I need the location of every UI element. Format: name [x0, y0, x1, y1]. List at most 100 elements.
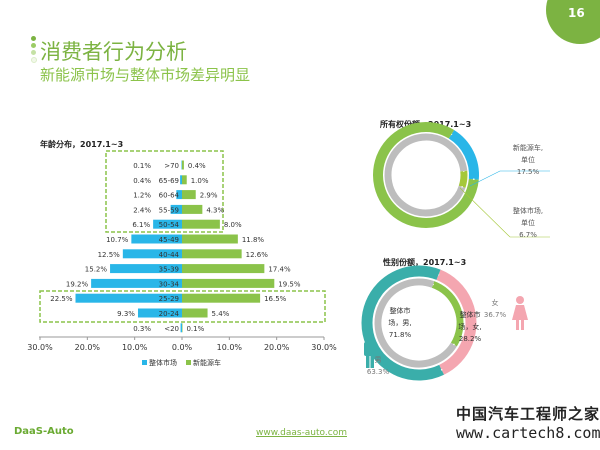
bar-overall [122, 249, 182, 259]
bar-new-energy [182, 190, 196, 200]
female-icon-dress [512, 305, 528, 320]
age-category-label: 40-44 [159, 251, 180, 259]
male-icon-leg [370, 355, 374, 368]
ownership-annotation: 单位 [521, 218, 535, 227]
data-label-overall: 12.5% [98, 251, 121, 259]
age-category-label: <20 [164, 325, 179, 333]
male-icon-leg [366, 355, 370, 368]
male-icon-body [364, 342, 376, 356]
age-category-label: 20-24 [159, 310, 180, 318]
ownership-annotation: 6.7% [519, 231, 537, 239]
age-category-label: 55-59 [159, 206, 179, 214]
gender-annotation: 71.8% [389, 331, 412, 339]
data-label-overall: 9.3% [117, 310, 135, 318]
bar-overall [153, 219, 182, 229]
bar-new-energy [182, 293, 261, 303]
legend-label-new-energy: 新能源车 [193, 358, 221, 367]
female-icon-leg [521, 319, 524, 330]
gender-annotation: 63.3% [367, 368, 390, 376]
ownership-outer-separator [473, 178, 475, 180]
bar-overall [91, 278, 182, 288]
gender-inner-separator [453, 343, 455, 346]
highlight-box-older [105, 150, 224, 233]
data-label-overall: 22.5% [50, 295, 73, 303]
x-tick-label: 30.0% [311, 343, 337, 352]
female-icon [512, 296, 528, 330]
bar-new-energy [182, 264, 265, 274]
page-subtitle: 新能源市场与整体市场差异明显 [40, 66, 251, 84]
bar-overall [75, 293, 182, 303]
bar-overall [180, 175, 182, 185]
data-label-new-energy: 4.3% [206, 206, 224, 214]
ownership-outer-slice [373, 122, 479, 228]
gender-annotation: 整体市 [390, 306, 411, 315]
page-number: 16 [568, 6, 585, 20]
bar-new-energy [182, 234, 238, 244]
bar-new-energy [182, 175, 187, 185]
male-icon-head [366, 333, 374, 341]
ownership-annotation: 整体市场, [513, 206, 543, 215]
watermark-text: 中国汽车工程师之家 [456, 405, 600, 423]
gender-annotation: 36.7% [484, 311, 507, 319]
data-label-new-energy: 12.6% [246, 251, 269, 259]
age-category-label: >70 [164, 162, 179, 170]
male-icon [364, 333, 376, 368]
data-label-overall: 10.7% [106, 236, 129, 244]
ownership-inner-slice [384, 133, 468, 217]
bar-overall [110, 264, 182, 274]
data-label-new-energy: 0.1% [186, 325, 204, 333]
bar-new-energy [182, 204, 203, 214]
bar-overall [176, 190, 182, 200]
gender-annotation: 场，女, [458, 322, 481, 331]
data-label-new-energy: 0.4% [188, 162, 206, 170]
bar-new-energy [182, 278, 275, 288]
data-label-overall: 1.2% [133, 192, 151, 200]
gender-inner-slice [374, 278, 464, 368]
age-category-label: 45-49 [159, 236, 179, 244]
data-label-overall: 6.1% [132, 221, 150, 229]
bullet-dot [31, 36, 36, 41]
x-tick-label: 10.0% [122, 343, 148, 352]
gender-outer-slice [361, 265, 477, 381]
x-tick-label: 30.0% [27, 343, 53, 352]
age-category-label: 50-54 [159, 221, 180, 229]
legend-swatch-overall [142, 360, 147, 365]
leader-line [459, 187, 550, 238]
data-label-new-energy: 19.5% [278, 280, 301, 288]
x-tick-label: 20.0% [264, 343, 290, 352]
bar-new-energy [182, 219, 220, 229]
bar-new-energy [182, 160, 184, 170]
data-label-overall: 0.3% [133, 325, 151, 333]
age-category-label: 35-39 [159, 266, 179, 274]
ownership-annotation: 单位 [521, 155, 535, 164]
age-category-label: 30-34 [159, 280, 180, 288]
data-label-new-energy: 16.5% [264, 295, 287, 303]
data-label-overall: 2.4% [133, 206, 151, 214]
website-link[interactable]: www.daas-auto.com [256, 428, 347, 438]
gender-chart-title: 性别份额，2017.1~3 [383, 257, 466, 267]
age-chart-title: 年龄分布，2017.1~3 [40, 139, 123, 149]
data-label-overall: 19.2% [66, 280, 89, 288]
x-tick-label: 20.0% [75, 343, 101, 352]
x-tick-label: 0.0% [172, 343, 193, 352]
ownership-inner-separator [461, 186, 463, 188]
data-label-new-energy: 17.4% [268, 266, 291, 274]
female-icon-head [516, 296, 524, 304]
bullet-dot [31, 57, 37, 63]
age-category-label: 60-64 [159, 192, 180, 200]
x-tick-label: 10.0% [217, 343, 243, 352]
data-label-new-energy: 1.0% [191, 177, 209, 185]
bar-new-energy [182, 249, 242, 259]
ownership-annotation: 17.5% [517, 168, 540, 176]
bar-overall [131, 234, 182, 244]
data-label-new-energy: 8.0% [224, 221, 242, 229]
gender-annotation: 28.2% [459, 335, 482, 343]
age-category-label: 25-29 [159, 295, 179, 303]
legend-swatch-new-energy [186, 360, 191, 365]
age-category-label: 65-69 [159, 177, 179, 185]
gender-annotation: 场，男, [388, 318, 411, 327]
ownership-annotation: 新能源车, [513, 143, 543, 152]
bullet-dot [31, 43, 36, 48]
legend-label-overall: 整体市场 [149, 358, 177, 367]
female-icon-leg [516, 319, 519, 330]
